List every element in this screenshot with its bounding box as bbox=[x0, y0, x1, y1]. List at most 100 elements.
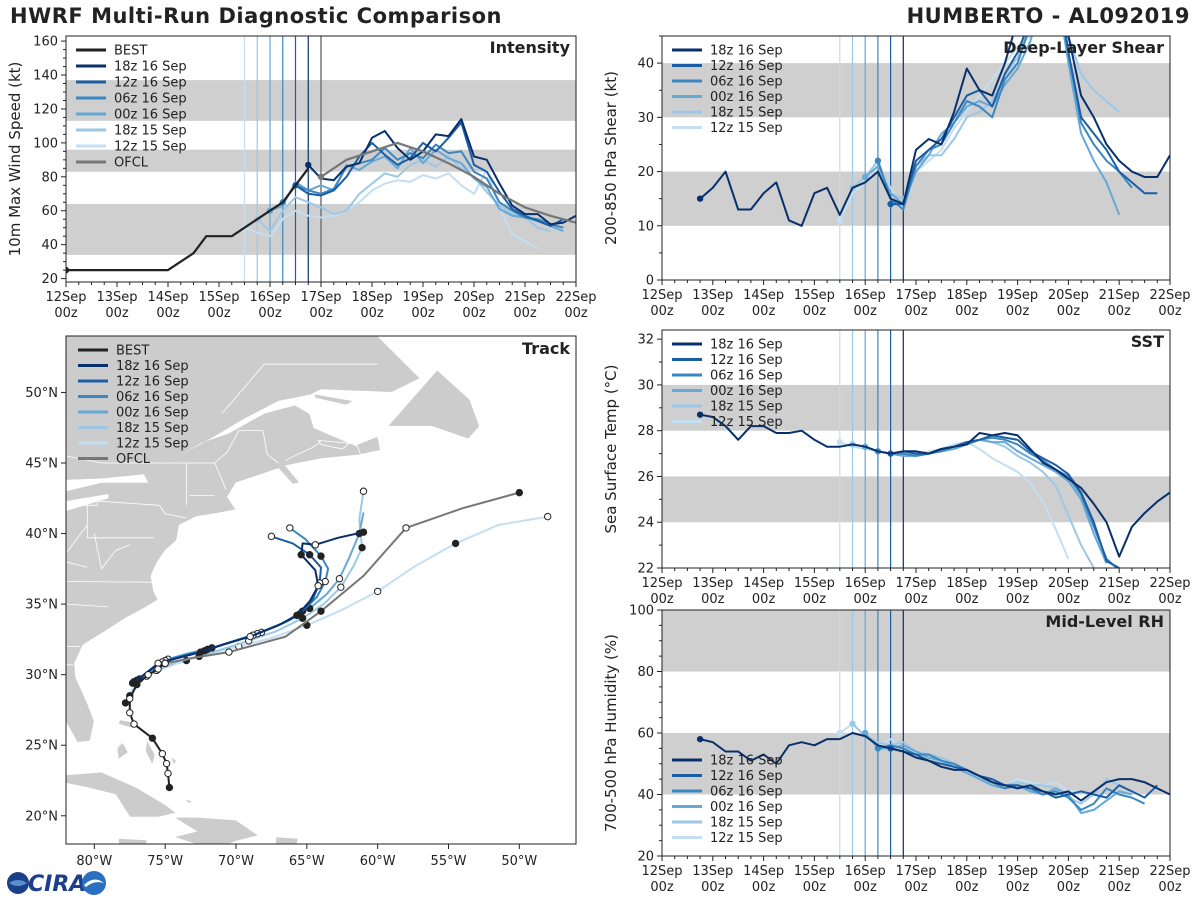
x-tick-label: 15Sep bbox=[198, 290, 239, 305]
series-start-06z-16-sep bbox=[874, 745, 882, 752]
y-tick-label: 160 bbox=[33, 35, 58, 50]
x-tick-label: 00z bbox=[1108, 592, 1132, 607]
y-tick-label: 140 bbox=[33, 69, 58, 84]
x-tick-label: 00z bbox=[1006, 880, 1030, 895]
series-group bbox=[696, 720, 1170, 814]
border-14 bbox=[221, 363, 378, 414]
x-tick-label: 00z bbox=[1006, 592, 1030, 607]
x-tick-label: 17Sep bbox=[895, 864, 936, 879]
legend-label-12z-15-sep: 12z 15 Sep bbox=[116, 437, 189, 452]
logo-swirl-icon bbox=[82, 871, 106, 895]
series-start-12z-15-sep bbox=[836, 438, 843, 446]
lat-tick-label: 45°N bbox=[25, 457, 58, 472]
x-tick-label: 00z bbox=[1057, 304, 1081, 319]
track-point-best bbox=[161, 659, 169, 668]
land-2 bbox=[355, 435, 381, 455]
series-group bbox=[696, 36, 1170, 227]
lat-tick-label: 20°N bbox=[25, 809, 58, 824]
x-tick-label: 00z bbox=[701, 880, 725, 895]
x-tick-label: 17Sep bbox=[300, 290, 341, 305]
y-tick-label: 30 bbox=[637, 111, 654, 126]
track-point-ofcl bbox=[402, 524, 410, 532]
x-tick-label: 00z bbox=[105, 306, 129, 321]
track-point-18z-16-sep bbox=[196, 648, 205, 656]
figure-title: HWRF Multi-Run Diagnostic Comparison bbox=[10, 4, 503, 28]
series-ofcl bbox=[320, 141, 576, 224]
track-point-18z-15-sep bbox=[359, 487, 368, 495]
track-point-18z-16-sep bbox=[293, 611, 301, 620]
lon-tick-label: 60°W bbox=[360, 854, 396, 869]
border-4 bbox=[214, 462, 227, 490]
logo-text: CIRA bbox=[28, 872, 86, 897]
panel-title: Deep-Layer Shear bbox=[1003, 38, 1164, 57]
x-tick-label: 00z bbox=[955, 304, 979, 319]
series-group bbox=[696, 411, 1170, 568]
legend-label-18z-15-sep: 18z 15 Sep bbox=[114, 124, 187, 139]
y-tick-label: 60 bbox=[637, 727, 654, 742]
panel-title: SST bbox=[1131, 332, 1164, 351]
y-axis-label: Sea Surface Temp (°C) bbox=[602, 364, 620, 533]
y-tick-label: 20 bbox=[637, 850, 654, 865]
series-18z-15-sep bbox=[851, 36, 1120, 200]
border-11 bbox=[66, 561, 88, 568]
storm-id-title: HUMBERTO - AL092019 bbox=[906, 4, 1190, 28]
x-tick-label: 00z bbox=[309, 306, 333, 321]
track-point-18z-16-sep bbox=[246, 632, 254, 641]
x-tick-label: 19Sep bbox=[402, 290, 443, 305]
lon-tick-label: 80°W bbox=[76, 854, 112, 869]
panel-sst: 22242628303212Sep00z13Sep00z14Sep00z15Se… bbox=[602, 329, 1191, 607]
legend-label-18z-15-sep: 18z 15 Sep bbox=[710, 816, 783, 831]
x-tick-label: 15Sep bbox=[794, 864, 835, 879]
track-point-12z-16-sep bbox=[267, 532, 276, 541]
x-tick-label: 00z bbox=[1158, 592, 1182, 607]
x-tick-label: 21Sep bbox=[504, 290, 545, 305]
x-tick-label: 00z bbox=[904, 592, 928, 607]
x-tick-label: 14Sep bbox=[147, 290, 188, 305]
panel-rh: 2040608010012Sep00z13Sep00z14Sep00z15Sep… bbox=[602, 604, 1191, 896]
track-point-18z-16-sep bbox=[297, 551, 305, 559]
track-point-ofcl bbox=[515, 488, 524, 497]
track-point-06z-16-sep bbox=[317, 552, 325, 560]
lat-tick-label: 35°N bbox=[25, 598, 58, 613]
x-tick-label: 00z bbox=[1057, 880, 1081, 895]
series-18z-16-sep bbox=[699, 36, 1170, 227]
x-tick-label: 00z bbox=[513, 306, 537, 321]
cira-logo: CIRA bbox=[7, 871, 106, 897]
track-point-best bbox=[162, 759, 171, 768]
x-tick-label: 00z bbox=[803, 592, 827, 607]
series-18z-16-sep bbox=[307, 118, 576, 226]
y-axis-label: 200-850 hPa Shear (kt) bbox=[602, 71, 620, 245]
legend-label-ofcl: OFCL bbox=[114, 156, 149, 171]
track-point-18z-16-sep bbox=[311, 541, 320, 549]
x-tick-label: 00z bbox=[1108, 304, 1132, 319]
land-5 bbox=[172, 816, 260, 844]
legend-label-06z-16-sep: 06z 16 Sep bbox=[710, 785, 783, 800]
x-tick-label: 00z bbox=[650, 880, 674, 895]
lon-tick-label: 75°W bbox=[147, 854, 183, 869]
x-tick-label: 12Sep bbox=[641, 288, 682, 303]
y-tick-label: 100 bbox=[629, 604, 654, 619]
track-point-best bbox=[165, 783, 174, 792]
panel-intensity: 2040608010012014016012Sep00z13Sep00z14Se… bbox=[6, 35, 597, 321]
series-start-12z-16-sep bbox=[887, 200, 894, 208]
x-tick-label: 15Sep bbox=[794, 576, 835, 591]
track-point-18z-16-sep bbox=[359, 528, 368, 536]
lon-tick-label: 70°W bbox=[218, 854, 254, 869]
legend-label-06z-16-sep: 06z 16 Sep bbox=[710, 75, 783, 90]
x-tick-label: 00z bbox=[1158, 880, 1182, 895]
legend-label-18z-15-sep: 18z 15 Sep bbox=[710, 400, 783, 415]
x-tick-label: 14Sep bbox=[743, 864, 784, 879]
track-point-12z-16-sep bbox=[305, 551, 314, 559]
water-0 bbox=[66, 474, 149, 492]
x-tick-label: 00z bbox=[854, 880, 878, 895]
lat-tick-label: 25°N bbox=[25, 739, 58, 754]
legend-label-18z-15-sep: 18z 15 Sep bbox=[710, 106, 783, 121]
track-point-12z-15-sep bbox=[543, 512, 552, 521]
legend-label-18z-16-sep: 18z 16 Sep bbox=[116, 359, 189, 374]
lon-tick-label: 50°W bbox=[501, 854, 537, 869]
water-1 bbox=[66, 494, 109, 511]
x-tick-label: 00z bbox=[1158, 304, 1182, 319]
track-point-00z-16-sep bbox=[335, 575, 344, 583]
